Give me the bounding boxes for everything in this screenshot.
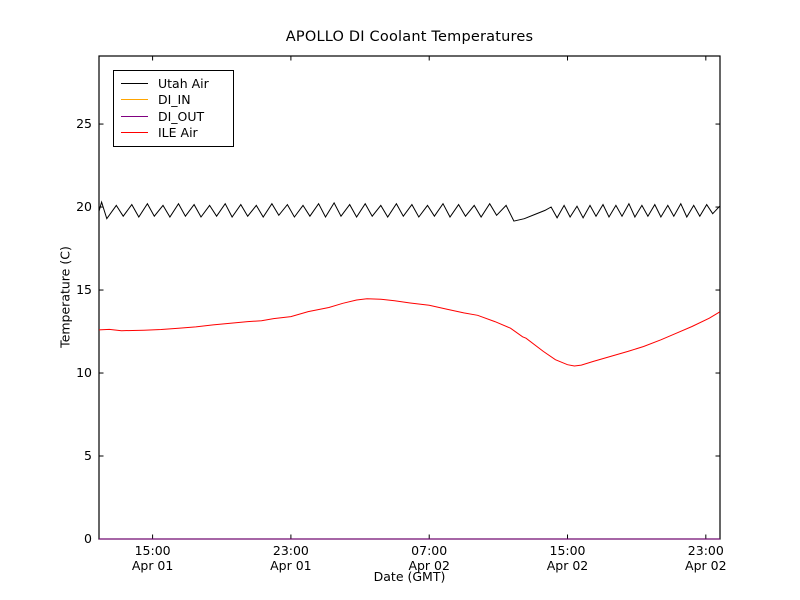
series-line-utah-air [98, 200, 721, 222]
x-tick-date: Apr 01 [270, 558, 312, 573]
x-tick-date: Apr 02 [408, 558, 450, 573]
legend-label: DI_OUT [158, 108, 205, 124]
legend-line-sample [121, 132, 148, 134]
legend-item: DI_IN [121, 92, 226, 109]
x-tick-time: 23:00 [272, 543, 309, 558]
y-tick-label: 0 [84, 531, 92, 546]
y-tick-label: 5 [84, 448, 92, 463]
y-tick-label: 25 [76, 116, 92, 132]
x-tick-date: Apr 02 [685, 558, 727, 573]
legend-line-sample [121, 82, 148, 84]
x-tick-date: Apr 01 [131, 558, 174, 573]
y-axis-label: Temperature (C) [57, 246, 73, 348]
y-tick-label: 10 [76, 365, 92, 381]
legend: Utah Air DI_IN DI_OUT ILE Air [113, 70, 234, 147]
x-tick-time: 07:00 [411, 543, 448, 558]
legend-item: Utah Air [121, 75, 226, 92]
legend-line-sample [121, 115, 148, 117]
x-tick-time: 23:00 [687, 543, 724, 558]
x-tick-date: Apr 02 [546, 558, 589, 573]
x-tick-label: 15:00 Apr 02 [547, 543, 589, 573]
x-tick-label: 23:00 Apr 01 [270, 543, 312, 573]
series-line-ile-air [98, 298, 720, 367]
x-tick-label: 15:00 Apr 01 [132, 543, 174, 573]
legend-item: ILE Air [121, 125, 226, 142]
legend-label: DI_IN [158, 92, 191, 108]
legend-line-sample [121, 99, 148, 101]
x-tick-time: 15:00 [549, 543, 586, 558]
y-tick-label: 20 [76, 199, 92, 215]
y-tick-label: 15 [76, 282, 92, 298]
legend-label: ILE Air [158, 125, 198, 141]
x-tick-label: 07:00 Apr 02 [408, 543, 450, 573]
x-tick-label: 23:00 Apr 02 [685, 543, 727, 573]
chart-title: APOLLO DI Coolant Temperatures [285, 29, 534, 45]
legend-item: DI_OUT [121, 108, 226, 125]
legend-label: Utah Air [158, 75, 209, 91]
x-tick-time: 15:00 [134, 543, 171, 558]
x-axis-label: Date (GMT) [373, 569, 446, 584]
